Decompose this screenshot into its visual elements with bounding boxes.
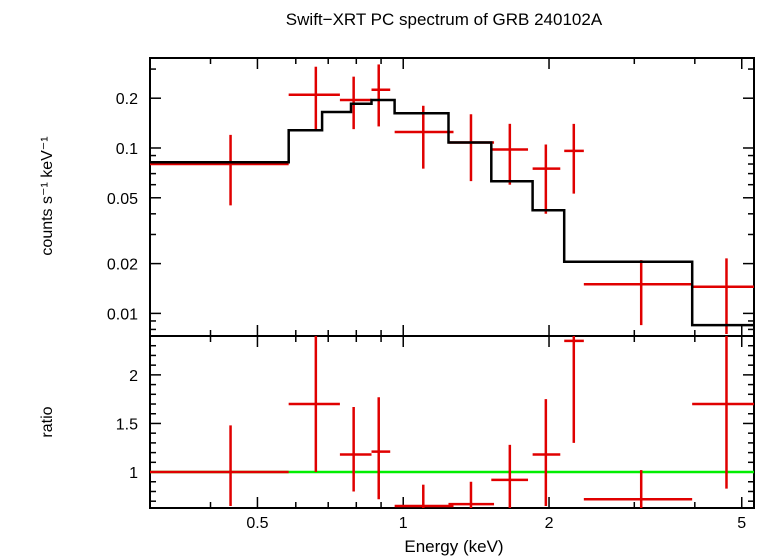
upper-y-tick-label: 0.01 [107,306,138,323]
upper-data-point [288,66,340,130]
x-tick-label: 2 [545,515,554,532]
spectrum-panel: 0.01 0.02 0.05 0.1 0.2 [107,57,755,337]
upper-data-point [371,64,391,127]
upper-data-point [564,123,584,194]
x-tick-label: 0.5 [246,515,268,532]
lower-data-point [288,336,340,473]
upper-data-point [491,123,529,185]
upper-data-point [583,260,693,326]
upper-data-point [692,258,754,335]
upper-data-point [532,144,561,214]
lower-y-tick-label: 1 [129,465,138,482]
lower-data-point [491,444,529,508]
lower-data-point [371,397,391,500]
upper-y-tick-label: 0.02 [107,257,138,274]
x-axis-label: Energy (keV) [404,537,503,556]
lower-y-axis-label: ratio [39,406,56,437]
lower-data-point [583,470,693,508]
upper-data-point [394,105,454,169]
chart-title: Swift−XRT PC spectrum of GRB 240102A [286,10,603,29]
upper-y-axis-label: counts s⁻¹ keV⁻¹ [39,136,56,255]
upper-y-tick-label: 0.05 [107,191,138,208]
lower-data-point [564,336,584,443]
x-tick-label: 5 [737,515,746,532]
lower-data-point [692,336,754,489]
upper-y-tick-label: 0.1 [116,141,138,158]
ratio-panel: 0.5 1 2 5 1 1.5 2 [116,335,755,532]
lower-frame [149,335,755,509]
lower-y-tick-label: 2 [129,368,138,385]
model-step-line [150,98,754,327]
x-tick-label: 1 [399,515,408,532]
lower-data-point [150,425,289,507]
lower-y-tick-label: 1.5 [116,416,138,433]
upper-data-point [448,114,495,182]
upper-data-point [150,134,289,206]
upper-frame [149,57,755,337]
lower-data-point [532,399,561,507]
lower-data-point [394,484,454,508]
lower-data-point [448,481,495,508]
upper-y-tick-label: 0.2 [116,91,138,108]
lower-data-point [339,406,372,492]
